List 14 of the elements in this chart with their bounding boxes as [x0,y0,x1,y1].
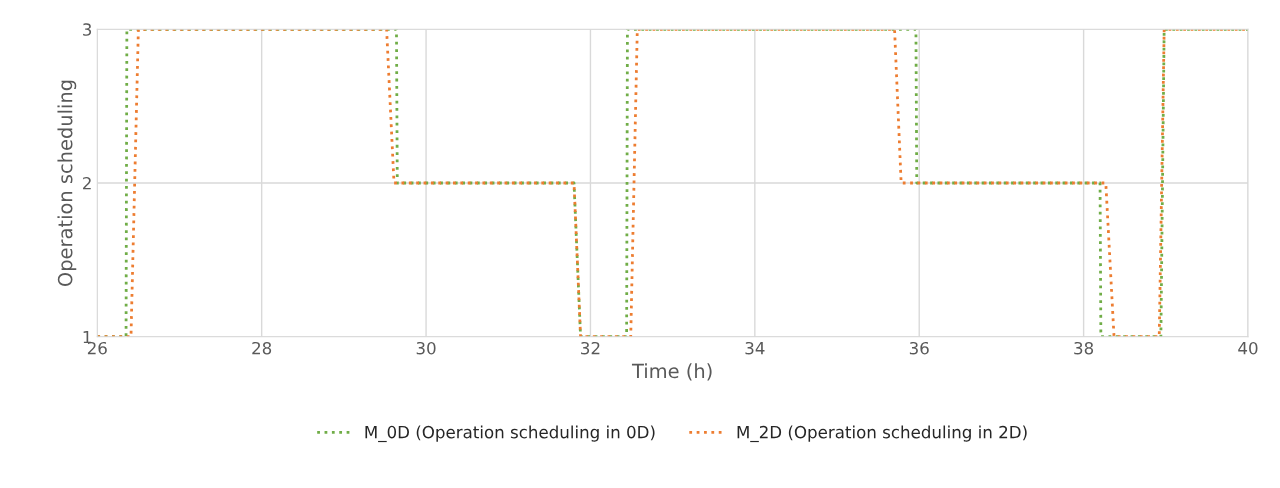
y-axis-title: Operation scheduling [57,80,77,287]
x-tick-label: 34 [745,341,765,355]
x-tick-label: 38 [1074,341,1094,355]
x-tick-label: 32 [581,341,600,355]
y-tick-label: 1 [83,330,91,344]
y-tick-label: 3 [83,23,92,36]
legend-label: M_0D (Operation scheduling in 0D) [365,425,655,443]
y-tick-label: 2 [83,176,91,190]
x-tick-label: 40 [1238,341,1258,355]
x-tick-label: 28 [252,341,272,355]
x-tick-label: 30 [416,341,436,355]
x-tick-label: 36 [909,341,929,355]
legend-label: M_2D (Operation scheduling in 2D) [737,425,1027,443]
x-axis-title: Time (h) [631,363,712,381]
